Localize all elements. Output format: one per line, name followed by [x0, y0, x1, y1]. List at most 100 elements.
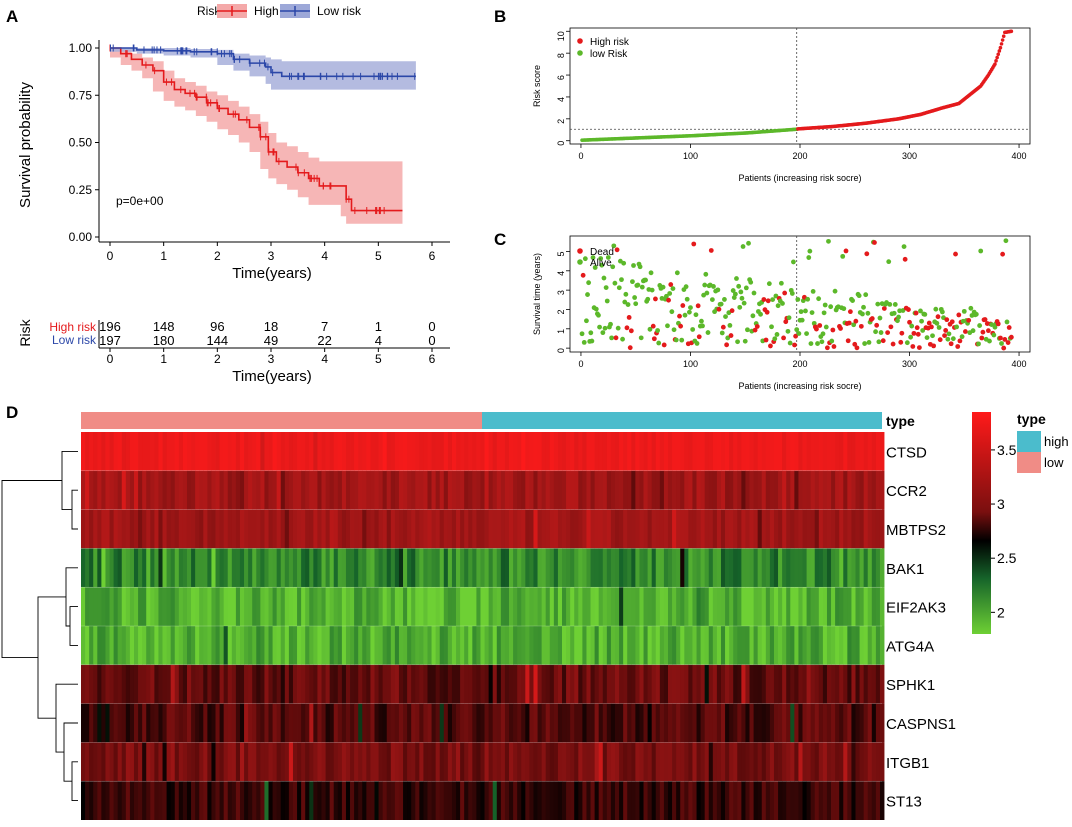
survival-point-alive [619, 277, 624, 283]
survival-point-alive [804, 331, 809, 336]
survival-point-alive [745, 327, 750, 333]
km-line-high [110, 47, 403, 212]
survival-point-alive [602, 325, 608, 331]
survival-time-x-label: Patients (increasing risk socre) [738, 381, 861, 391]
survival-point-alive [904, 340, 910, 346]
survival-point-alive [798, 309, 804, 315]
survival-point-alive [738, 289, 744, 295]
survival-point-alive [722, 297, 727, 302]
survival-point-dead [782, 290, 788, 296]
colorbar [972, 412, 991, 634]
km-ci-low [110, 48, 416, 90]
heatmap-row [81, 548, 885, 588]
survival-point-alive [639, 284, 645, 290]
expression-heatmap: type CTSD CCR2 MBTPS2 BAK1 EIF2AK3 ATG4A SPHK1… [1, 411, 1069, 820]
survival-point-alive [735, 339, 740, 345]
survival-point-dead [929, 324, 934, 330]
risk-table-cell: 49 [264, 333, 278, 348]
type-legend-low-swatch [1017, 452, 1041, 473]
survival-point-dead [890, 341, 896, 347]
survival-point-alive [604, 298, 610, 304]
heatmap-row [81, 781, 885, 820]
survival-point-dead [943, 328, 949, 333]
survival-point-dead [881, 306, 887, 311]
risk-table-cell: 196 [99, 319, 121, 334]
km-legend-low-label: Low risk [317, 4, 362, 18]
survival-point-alive [630, 279, 635, 285]
survival-point-dead [902, 256, 908, 262]
risk-table-cell: 0 [428, 333, 435, 348]
survival-point-alive [856, 293, 862, 299]
survival-point-alive [663, 293, 669, 299]
heatmap-row [81, 625, 885, 665]
risk-table-cell: 18 [264, 319, 278, 334]
survival-point-dead [942, 333, 947, 339]
survival-point-alive [622, 299, 628, 305]
survival-point-alive [930, 333, 935, 339]
type-legend-title: type [1017, 411, 1046, 427]
survival-point-dead [677, 313, 682, 319]
survival-point-dead [1002, 337, 1008, 342]
survival-point-alive [736, 283, 742, 289]
survival-point-alive [734, 276, 739, 281]
risk-table-y-label: Risk [17, 318, 33, 346]
survival-point-alive [789, 291, 795, 296]
survival-point-dead [626, 315, 632, 320]
survival-point-alive [978, 248, 984, 254]
survival-time-y-tick: 0 [556, 348, 566, 353]
survival-point-alive [637, 264, 643, 270]
colorbar-tick: 2 [997, 604, 1005, 620]
risk-table-x-tick: 5 [375, 352, 382, 366]
risk-table-row-high-label: High risk [49, 320, 97, 334]
risk-table-x-tick: 3 [268, 352, 275, 366]
survival-point-alive [632, 295, 638, 300]
survival-point-dead [937, 337, 943, 343]
survival-point-dead [953, 251, 958, 257]
survival-point-dead [888, 324, 894, 330]
km-y-tick: 0.25 [69, 183, 93, 197]
survival-point-alive [621, 260, 627, 266]
risk-table-cell: 4 [375, 333, 382, 348]
heatmap-row [81, 587, 885, 626]
survival-point-alive [612, 280, 618, 286]
survival-point-alive [959, 334, 965, 340]
survival-point-dead [768, 343, 773, 349]
survival-point-alive [876, 339, 882, 345]
survival-point-alive [961, 308, 967, 314]
survival-point-alive [609, 335, 615, 341]
risk-score-point-high [997, 49, 1002, 53]
survival-point-alive [1003, 238, 1009, 244]
survival-point-dead [651, 336, 657, 342]
type-legend-low: low [1044, 455, 1064, 470]
survival-point-dead [1006, 325, 1012, 330]
survival-point-dead [680, 303, 686, 308]
survival-point-alive [667, 291, 673, 296]
survival-point-alive [977, 323, 983, 328]
survival-point-alive [841, 306, 847, 312]
survival-point-dead [949, 319, 955, 325]
survival-point-dead [948, 341, 954, 347]
survival-point-alive [589, 338, 595, 344]
survival-point-alive [593, 306, 599, 312]
survival-time-x-tick: 400 [1012, 359, 1027, 369]
survival-point-alive [596, 312, 601, 318]
survival-point-dead [793, 333, 799, 339]
survival-point-dead [708, 248, 714, 253]
survival-point-alive [821, 310, 827, 316]
survival-time-y-tick: 5 [556, 251, 566, 256]
risk-table: Risk High risk Low risk Time(years) 0 1 2 3… [17, 318, 450, 385]
survival-point-alive [787, 340, 793, 346]
survival-point-dead [814, 326, 819, 332]
survival-point-dead [956, 312, 962, 318]
survival-point-alive [851, 322, 857, 328]
risk-table-x-tick: 1 [160, 352, 167, 366]
survival-point-dead [914, 325, 920, 331]
type-legend-high-swatch [1017, 431, 1041, 452]
survival-time-y-tick: 1 [556, 329, 566, 334]
survival-point-alive [936, 325, 942, 330]
survival-point-alive [739, 295, 745, 301]
risk-score-point-high [1001, 34, 1006, 39]
survival-point-alive [900, 308, 906, 313]
survival-point-dead [1001, 345, 1007, 351]
heatmap-row-label: SPHK1 [886, 677, 935, 694]
